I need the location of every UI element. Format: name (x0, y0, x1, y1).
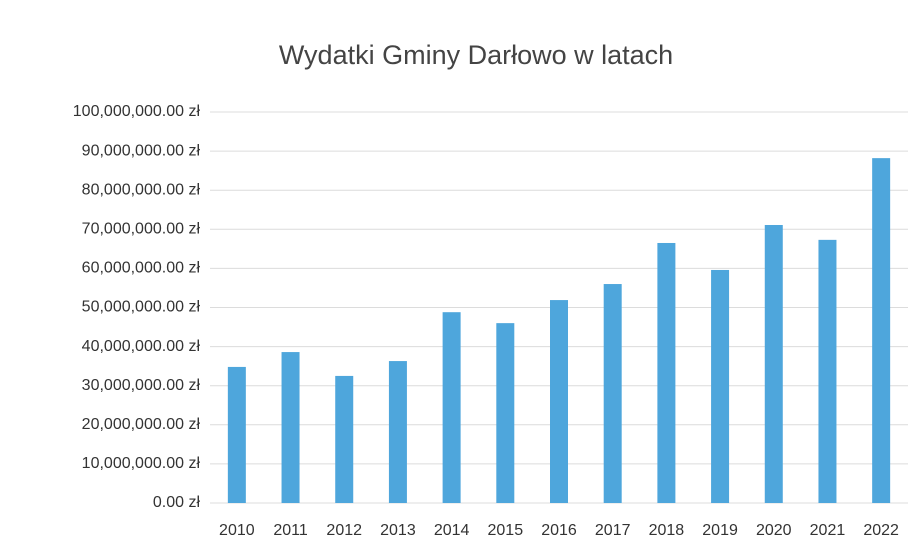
x-tick-label: 2015 (488, 522, 524, 539)
x-tick-label: 2021 (810, 522, 846, 539)
y-tick-label: 40,000,000.00 zł (82, 338, 201, 355)
x-tick-label: 2013 (380, 522, 416, 539)
x-tick-label: 2011 (273, 522, 308, 539)
y-tick-label: 100,000,000.00 zł (73, 103, 201, 120)
x-tick-label: 2018 (649, 522, 685, 539)
y-tick-label: 20,000,000.00 zł (82, 416, 201, 433)
y-tick-label: 80,000,000.00 zł (82, 181, 201, 198)
x-tick-label: 2010 (219, 522, 255, 539)
y-tick-label: 60,000,000.00 zł (82, 260, 201, 277)
y-tick-label: 30,000,000.00 zł (82, 377, 201, 394)
x-tick-label: 2019 (702, 522, 738, 539)
x-tick-label: 2012 (326, 522, 362, 539)
y-tick-label: 0.00 zł (153, 494, 201, 511)
bar (442, 312, 461, 503)
bar (388, 361, 407, 503)
x-tick-label: 2016 (541, 522, 577, 539)
bar (872, 158, 891, 503)
chart-title: Wydatki Gminy Darłowo w latach (279, 40, 673, 70)
bar (603, 284, 622, 503)
y-tick-label: 50,000,000.00 zł (82, 299, 201, 316)
y-tick-label: 10,000,000.00 zł (82, 455, 201, 472)
bar (657, 242, 676, 504)
x-tick-label: 2020 (756, 522, 792, 539)
x-tick-label: 2017 (595, 522, 631, 539)
x-tick-label: 2014 (434, 522, 470, 539)
bar (818, 239, 837, 503)
bar (496, 323, 515, 503)
bar (227, 366, 246, 503)
y-tick-label: 90,000,000.00 zł (82, 142, 201, 159)
bar (335, 375, 354, 503)
y-tick-label: 70,000,000.00 zł (82, 221, 201, 238)
bar (550, 300, 568, 503)
bar (281, 352, 300, 503)
bar (764, 224, 783, 503)
x-tick-label: 2022 (863, 522, 899, 539)
bar (711, 269, 730, 503)
